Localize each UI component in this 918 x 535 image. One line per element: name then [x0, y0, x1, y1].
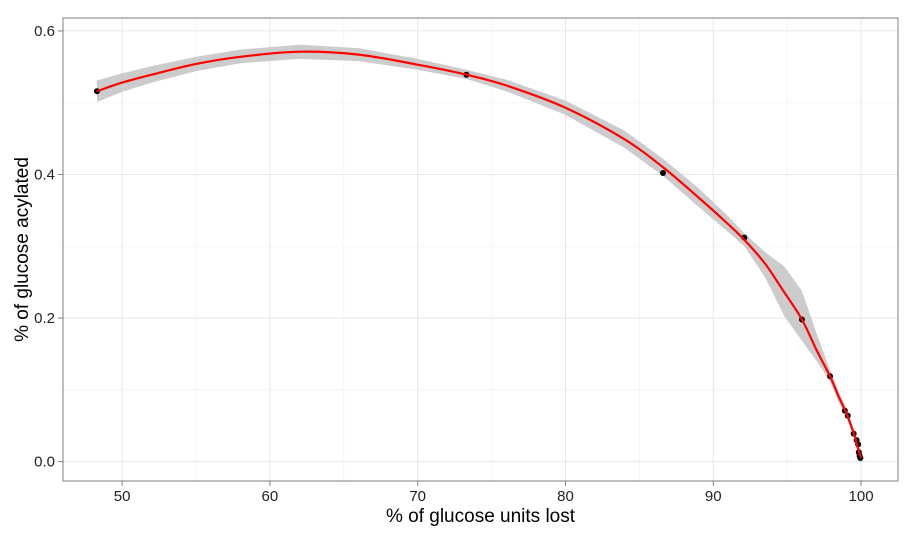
grid-layer: [63, 18, 898, 481]
y-tick-label: 0.0: [34, 454, 55, 471]
x-tick-label: 50: [114, 488, 131, 505]
x-tick-label: 70: [409, 488, 426, 505]
smooth-line: [96, 50, 863, 459]
x-tick-label: 60: [262, 488, 279, 505]
plot-background: [63, 18, 898, 481]
y-tick-label: 0.4: [34, 166, 55, 183]
x-tick-label: 100: [849, 488, 874, 505]
x-tick-label: 80: [557, 488, 574, 505]
x-axis-title: % of glucose units lost: [386, 506, 576, 527]
y-axis-title: % of glucose acylated: [12, 157, 33, 342]
x-tick-label: 90: [705, 488, 722, 505]
y-tick-label: 0.2: [34, 310, 55, 327]
tick-layer: 50 60 70 80 90 100 0.0 0.2 0.4 0.6: [34, 23, 873, 505]
y-tick-label: 0.6: [34, 23, 55, 40]
data-point: [660, 170, 667, 177]
plot-frame: [62, 17, 899, 482]
smooth-line-layer: [96, 50, 863, 459]
